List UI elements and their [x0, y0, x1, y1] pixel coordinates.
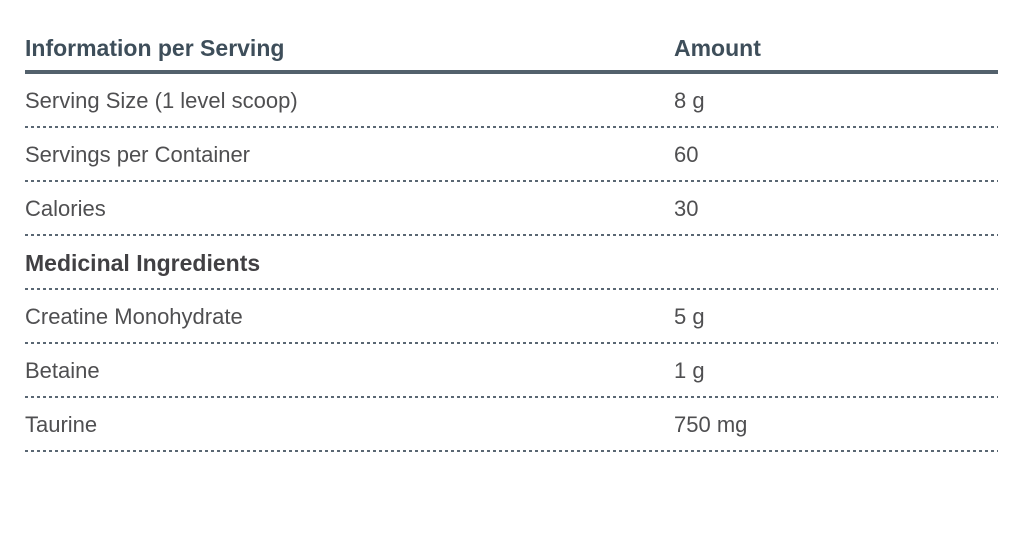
table-row-serving-size: Serving Size (1 level scoop) 8 g	[25, 74, 998, 128]
table-row-betaine: Betaine 1 g	[25, 344, 998, 398]
table-row-taurine: Taurine 750 mg	[25, 398, 998, 452]
row-amount: 60	[674, 142, 699, 167]
row-label: Serving Size (1 level scoop)	[25, 88, 298, 113]
table-header-row: Information per Serving Amount	[25, 26, 998, 74]
row-amount: 1 g	[674, 358, 705, 383]
row-label: Calories	[25, 196, 106, 221]
row-label: Betaine	[25, 358, 100, 383]
row-amount: 8 g	[674, 88, 705, 113]
row-label: Creatine Monohydrate	[25, 304, 243, 329]
column-header-amount: Amount	[674, 34, 761, 61]
table-row-creatine-monohydrate: Creatine Monohydrate 5 g	[25, 290, 998, 344]
table-row-servings-per-container: Servings per Container 60	[25, 128, 998, 182]
supplement-facts-table: Information per Serving Amount Serving S…	[25, 26, 998, 452]
row-amount: 750 mg	[674, 412, 748, 437]
table-row-calories: Calories 30	[25, 182, 998, 236]
table-section-row-medicinal-ingredients: Medicinal Ingredients	[25, 236, 998, 290]
row-amount: 5 g	[674, 304, 705, 329]
row-amount: 30	[674, 196, 699, 221]
column-header-information-per-serving: Information per Serving	[25, 34, 285, 61]
row-label: Taurine	[25, 412, 98, 437]
row-label: Servings per Container	[25, 142, 251, 167]
section-title: Medicinal Ingredients	[25, 249, 261, 276]
